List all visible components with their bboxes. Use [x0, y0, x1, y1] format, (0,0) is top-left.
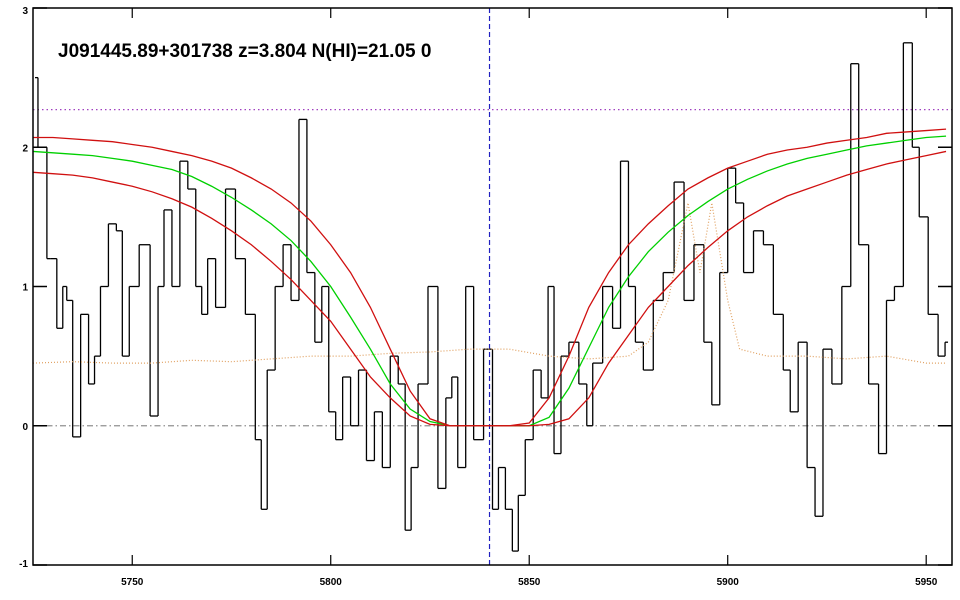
model-line — [32, 150, 947, 427]
y-tick-label: -1 — [19, 559, 28, 570]
x-tick-label: 5850 — [518, 577, 541, 588]
y-tick-label: 0 — [22, 422, 28, 433]
y-tick-label: 3 — [22, 6, 28, 17]
x-tick-label: 5950 — [915, 577, 938, 588]
y-tick-label: 1 — [22, 283, 28, 294]
x-tick-label: 5750 — [121, 577, 144, 588]
chart-title: J091445.89+301738 z=3.804 N(HI)=21.05 0 — [58, 41, 431, 62]
y-tick-label: 2 — [22, 143, 28, 154]
x-tick-label: 5800 — [320, 577, 343, 588]
error-line — [32, 202, 947, 364]
x-tick-label: 5900 — [717, 577, 740, 588]
